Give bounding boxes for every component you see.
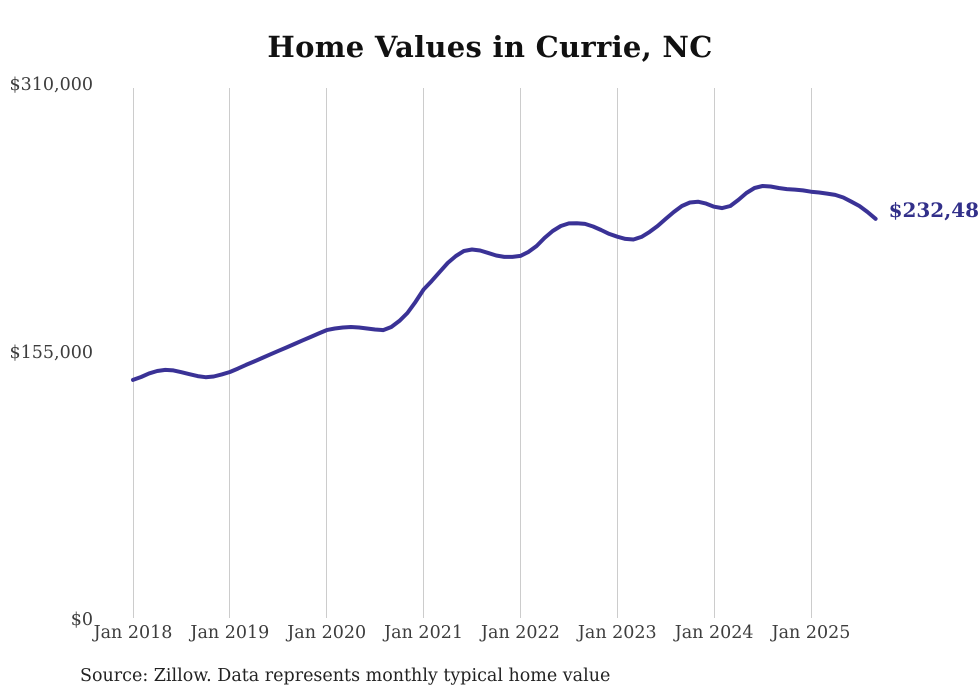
x-tick-label: Jan 2022 [481, 623, 560, 643]
y-tick-label: $310,000 [9, 75, 93, 95]
y-tick-label: $155,000 [9, 342, 93, 363]
y-tick-label: $0 [70, 610, 93, 630]
gridline [713, 88, 715, 618]
gridline [326, 88, 328, 618]
chart-title: Home Values in Currie, NC [267, 30, 713, 64]
gridline [229, 88, 231, 618]
gridline [519, 88, 521, 618]
home-value-line [131, 184, 878, 382]
x-tick-label: Jan 2025 [771, 623, 851, 643]
x-tick-label: Jan 2023 [577, 623, 657, 643]
source-note: Source: Zillow. Data represents monthly … [80, 666, 611, 686]
gridline [616, 88, 618, 618]
x-tick-label: Jan 2021 [384, 623, 463, 643]
x-tick-label: Jan 2018 [93, 623, 173, 643]
current-value-label: $232,489 [888, 197, 980, 222]
x-tick-label: Jan 2020 [287, 623, 367, 643]
x-tick-label: Jan 2019 [190, 623, 270, 643]
x-tick-label: Jan 2024 [674, 623, 754, 643]
gridline [132, 88, 134, 618]
gridline [810, 88, 812, 618]
gridline [423, 88, 425, 618]
